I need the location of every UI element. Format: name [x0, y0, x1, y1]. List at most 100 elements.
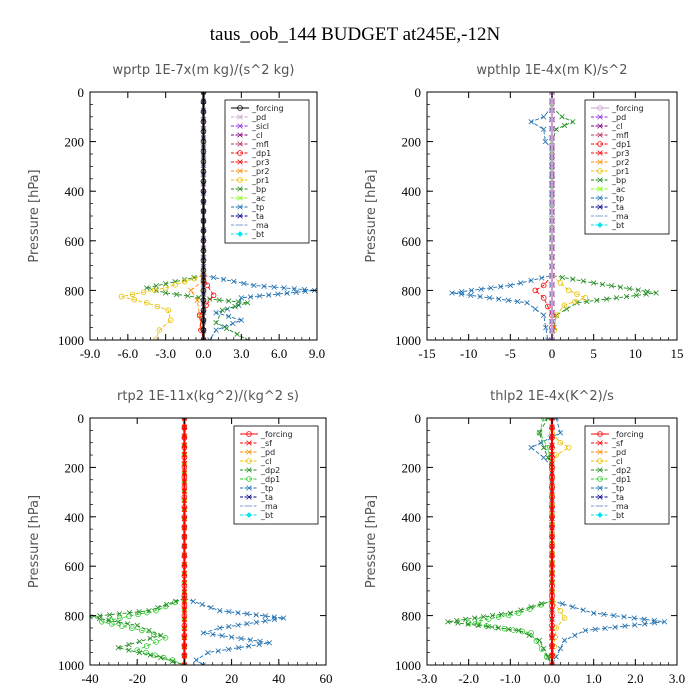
legend-label: _pd: [251, 113, 266, 122]
series-line-dp2: [447, 418, 553, 665]
data-point: [549, 300, 555, 307]
legend-marker: [237, 123, 243, 129]
data-point: [181, 622, 188, 629]
data-point: [565, 444, 572, 451]
data-point: [553, 418, 559, 421]
data-point: [162, 285, 169, 291]
x-tick-label: -20: [129, 671, 146, 686]
data-point: [549, 504, 555, 510]
legend-label: _pr2: [251, 167, 269, 176]
data-point: [181, 454, 188, 461]
legend-marker: [597, 177, 603, 183]
data-point: [213, 327, 219, 333]
legend-entry: _mfl: [231, 140, 269, 149]
data-point: [561, 615, 568, 621]
data-point: [549, 593, 555, 599]
legend-label: _sf: [611, 439, 623, 448]
data-point: [158, 632, 164, 639]
data-point: [549, 236, 555, 242]
data-point: [590, 280, 597, 286]
data-point: [528, 630, 534, 636]
y-tick-label: 0: [78, 85, 85, 100]
data-point: [549, 642, 555, 649]
y-tick-label: 800: [402, 283, 422, 298]
data-point: [181, 642, 188, 649]
legend-entry: _pr3: [591, 149, 629, 158]
x-tick-label: 60: [320, 671, 333, 686]
data-point: [480, 614, 487, 620]
data-point: [543, 324, 549, 331]
data-point: [485, 616, 492, 622]
legend-marker: [237, 213, 243, 219]
data-point: [181, 434, 188, 441]
data-point: [651, 620, 658, 626]
data-point: [207, 296, 213, 302]
data-point: [235, 622, 241, 628]
legend-entry: _dp1: [591, 140, 631, 149]
data-point: [611, 612, 617, 619]
data-point: [147, 635, 153, 642]
legend-marker: [237, 177, 243, 183]
data-point: [540, 295, 547, 301]
x-tick-label: -40: [81, 671, 98, 686]
y-tick-label: 600: [65, 234, 85, 249]
data-point: [190, 598, 196, 605]
data-point: [536, 430, 543, 436]
data-point: [557, 645, 564, 652]
y-tick-label: 200: [65, 135, 85, 150]
data-point: [193, 657, 199, 663]
data-point: [169, 657, 176, 663]
data-point: [200, 307, 207, 314]
series-group: [449, 92, 659, 340]
data-point: [147, 652, 153, 658]
data-point: [626, 285, 633, 292]
data-point: [477, 293, 483, 300]
data-point: [528, 604, 534, 610]
data-point: [143, 649, 149, 656]
data-point: [561, 637, 568, 643]
data-point: [549, 434, 555, 441]
data-point: [181, 543, 188, 550]
legend-entry: _pr2: [591, 158, 629, 167]
data-point: [185, 293, 191, 299]
legend-entry: _bt: [231, 230, 264, 239]
data-point: [200, 118, 207, 125]
data-point: [549, 328, 555, 334]
data-point: [549, 107, 555, 114]
data-point: [152, 652, 158, 658]
data-point: [154, 303, 161, 310]
data-point: [468, 292, 474, 299]
legend-label: _sf: [260, 439, 272, 448]
legend-entry: _ma: [231, 221, 269, 230]
legend-label: _bt: [260, 511, 273, 520]
panel-title: thlp2 1E-4x(K^2)/s: [490, 389, 614, 404]
legend-marker: [237, 195, 243, 201]
data-point: [144, 285, 150, 291]
legend-label: _dp1: [251, 149, 271, 158]
data-point: [200, 662, 206, 665]
data-point: [528, 277, 534, 284]
data-point: [140, 289, 147, 296]
data-point: [449, 290, 455, 296]
data-point: [291, 286, 297, 292]
legend-label: _ma: [251, 221, 269, 230]
legend-label: _pd: [611, 113, 626, 122]
data-point: [540, 454, 547, 461]
data-point: [181, 553, 188, 560]
data-point: [518, 280, 524, 286]
data-point: [200, 247, 207, 254]
x-tick-label: 1.0: [586, 671, 602, 686]
data-point: [165, 307, 171, 314]
data-point: [241, 280, 247, 287]
data-point: [661, 619, 668, 625]
data-point: [200, 99, 207, 105]
legend-marker: [246, 467, 252, 473]
panel-3: rtp2 1E-11x(kg^2)/(kg^2 s) Pressure [hPa]…: [27, 389, 333, 686]
panel-title: wprtp 1E-7x(m kg)/(s^2 kg): [113, 63, 295, 78]
data-point: [181, 602, 188, 609]
legend-entry: _ma: [240, 502, 278, 511]
legend-label: _ac: [611, 185, 625, 194]
data-point: [549, 513, 555, 520]
legend-label: _bt: [251, 230, 264, 239]
legend-marker: [597, 123, 603, 129]
